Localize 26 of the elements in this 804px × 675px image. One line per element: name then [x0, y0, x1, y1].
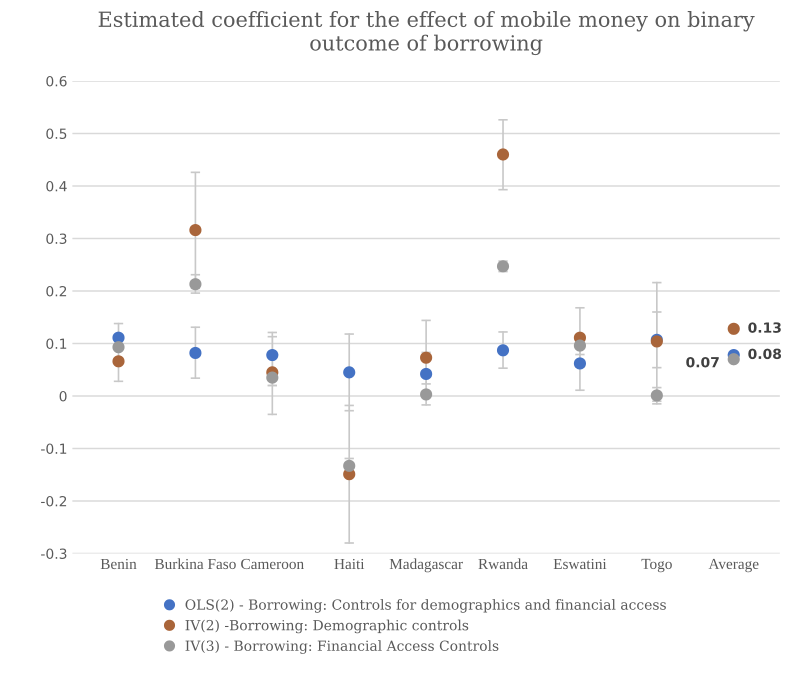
data-label: 0.07 — [686, 356, 719, 368]
x-tick-label: Cameroon — [241, 558, 304, 570]
legend-label: IV(3) - Borrowing: Financial Access Controls — [186, 640, 498, 654]
y-tick-label: 0.6 — [46, 76, 67, 86]
x-tick-label: Madagascar — [390, 558, 463, 572]
y-tick-label: 0 — [60, 390, 67, 402]
x-tick-label: Average — [708, 558, 759, 572]
y-tick-label: -0.3 — [41, 548, 66, 559]
y-tick-label: 0.2 — [46, 286, 66, 296]
legend-label: IV(2) -Borrowing: Demographic controls — [186, 620, 468, 634]
y-tick-label: -0.1 — [41, 443, 66, 454]
y-tick-label: -0.2 — [41, 496, 66, 506]
y-tick-label: 0.1 — [46, 338, 66, 349]
y-tick-label: 0.4 — [46, 180, 67, 192]
y-tick-label: 0.5 — [46, 128, 66, 139]
legend-label: OLS(2) - Borrowing: Controls for demographics and financial access — [186, 599, 666, 613]
data-label: 0.08 — [748, 348, 782, 360]
x-tick-label: Eswatini — [554, 558, 606, 570]
x-tick-label: Burkina Faso — [154, 558, 236, 570]
x-tick-label: Togo — [642, 558, 672, 572]
y-tick-label: 0.3 — [46, 233, 66, 244]
x-tick-label: Rwanda — [478, 558, 528, 570]
x-tick-label: Haiti — [334, 558, 364, 570]
x-tick-label: Benin — [100, 558, 137, 570]
chart-title: Estimated coefficient for the effect of mobile money on binary outcome of borrowing — [98, 10, 755, 56]
data-label: 0.13 — [748, 322, 781, 333]
